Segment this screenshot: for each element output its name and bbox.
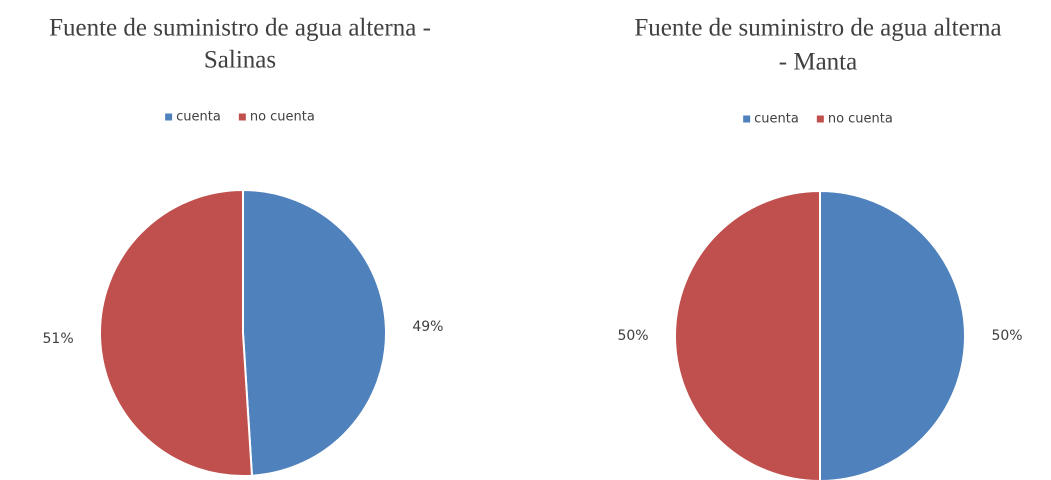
legend-label: cuenta	[176, 110, 221, 125]
pie-slice	[674, 189, 821, 480]
pie-slice	[819, 189, 966, 480]
chart-title: Fuente de suministro de agua alterna	[634, 15, 1001, 42]
legend-label: no cuenta	[250, 110, 315, 125]
legend-swatch	[816, 115, 824, 123]
data-label: 50%	[617, 328, 648, 344]
chart-title: - Manta	[779, 49, 857, 76]
legend: cuenta no cuenta	[743, 112, 893, 127]
legend-swatch	[165, 113, 173, 121]
legend-swatch	[743, 115, 751, 123]
legend-swatch	[238, 113, 246, 121]
legend-label: no cuenta	[828, 112, 893, 127]
data-label: 50%	[991, 328, 1022, 344]
chart-title: Fuente de suministro de agua alterna -	[49, 15, 431, 42]
pie-slice	[242, 188, 388, 477]
chart-title: Salinas	[204, 47, 276, 74]
data-label: 51%	[43, 331, 74, 347]
legend-label: cuenta	[754, 112, 799, 127]
pie-slice	[99, 188, 254, 477]
data-label: 49%	[412, 319, 443, 335]
legend: cuenta no cuenta	[165, 110, 315, 125]
